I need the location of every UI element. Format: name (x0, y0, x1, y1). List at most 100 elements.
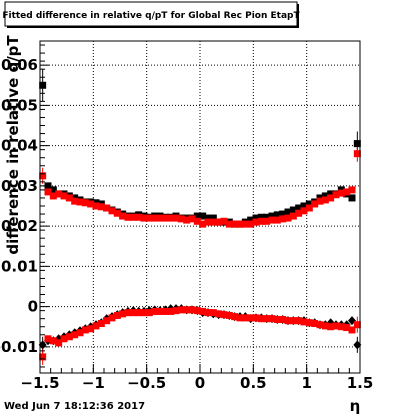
data-point-square (279, 210, 287, 218)
x-axis-title: η (350, 397, 361, 414)
data-point-square (348, 326, 356, 334)
data-point-square (284, 214, 292, 222)
data-point-square (273, 315, 281, 323)
data-point-square (49, 186, 57, 194)
data-point-square (257, 217, 265, 225)
data-point-square (332, 322, 340, 330)
data-point-square (39, 172, 47, 180)
data-point-square (252, 218, 260, 226)
y-tick-label: 0.06 (1, 56, 38, 74)
data-point-square (327, 323, 335, 331)
data-point-square (103, 204, 111, 212)
x-tick-label: 0 (195, 374, 205, 392)
data-point-square (300, 318, 308, 326)
data-point-square (204, 218, 212, 226)
data-point-square (65, 194, 73, 202)
data-point-square (140, 214, 148, 222)
data-point-square (263, 217, 271, 225)
data-point-square (204, 214, 212, 222)
data-point-square (151, 307, 159, 315)
data-point-square (177, 215, 185, 223)
y-tick-label: 0.04 (1, 137, 38, 155)
data-point-square (49, 337, 57, 345)
data-point-square (353, 321, 361, 329)
data-point-square (156, 307, 164, 315)
data-point-square (257, 315, 265, 323)
data-point-square (151, 214, 159, 222)
y-axis-title: difference in relative q/pT (4, 35, 22, 255)
data-point-square (327, 190, 335, 198)
data-point-square (311, 200, 319, 208)
data-point-square (263, 213, 271, 221)
data-point-square (305, 319, 313, 327)
data-point-square (252, 214, 260, 222)
data-point-square (87, 200, 95, 208)
data-point-square (177, 306, 185, 314)
data-point-square (183, 306, 191, 314)
data-point-square (257, 213, 265, 221)
data-point-square (225, 311, 233, 319)
data-point-square (167, 214, 175, 222)
data-point-square (268, 216, 276, 224)
data-markers (38, 81, 362, 361)
y-tick-label: -0.01 (0, 338, 38, 356)
data-point-square (135, 213, 143, 221)
data-point-square (316, 197, 324, 205)
data-point-square (76, 329, 84, 337)
x-tick-label: −1.5 (20, 374, 59, 392)
data-point-square (241, 314, 249, 322)
data-point-square (199, 307, 207, 315)
data-point-square (236, 314, 244, 322)
data-point-square (60, 192, 68, 200)
data-point-square (161, 214, 169, 222)
data-point-square (140, 309, 148, 317)
data-point-square (273, 211, 281, 219)
data-point-square (220, 217, 228, 225)
data-point-square (247, 314, 255, 322)
data-point-square (156, 214, 164, 222)
chart-title: Fitted difference in relative q/pT for G… (2, 11, 300, 21)
data-point-square (183, 216, 191, 224)
x-tick-label: 1 (301, 374, 311, 392)
data-point-square (215, 310, 223, 318)
data-point-square (188, 215, 196, 223)
data-point-square (81, 199, 89, 207)
y-tick-label: 0.02 (1, 217, 38, 235)
data-point-square (209, 214, 217, 222)
data-point-square (129, 309, 137, 317)
data-point-square (209, 309, 217, 317)
data-point-square (321, 192, 329, 200)
data-point-square (220, 311, 228, 319)
data-point-square (300, 202, 308, 210)
data-point-square (316, 321, 324, 329)
data-point-square (236, 220, 244, 228)
data-point-square (113, 209, 121, 217)
y-tick-label: 0 (28, 298, 38, 316)
data-point-square (231, 220, 239, 228)
data-point-square (193, 217, 201, 225)
y-tick-label: 0.05 (1, 96, 38, 114)
title-frame (4, 1, 298, 27)
data-point-square (71, 331, 79, 339)
data-point-square (145, 309, 153, 317)
data-point-square (76, 198, 84, 206)
data-point-square (332, 191, 340, 199)
data-point-square (225, 220, 233, 228)
data-point-square (97, 203, 105, 211)
data-point-square (279, 315, 287, 323)
data-point-square (92, 202, 100, 210)
data-point-square (60, 335, 68, 343)
data-point-square (113, 311, 121, 319)
data-point-square (145, 214, 153, 222)
data-point-square (49, 192, 57, 200)
data-point-square (321, 322, 329, 330)
data-point-square (295, 209, 303, 217)
data-point-square (284, 208, 292, 216)
data-point-square (119, 310, 127, 318)
data-point-square (268, 212, 276, 220)
data-point-square (39, 353, 47, 361)
y-tick-label: 0.01 (1, 257, 38, 275)
data-point-square (295, 317, 303, 325)
data-point-square (161, 307, 169, 315)
